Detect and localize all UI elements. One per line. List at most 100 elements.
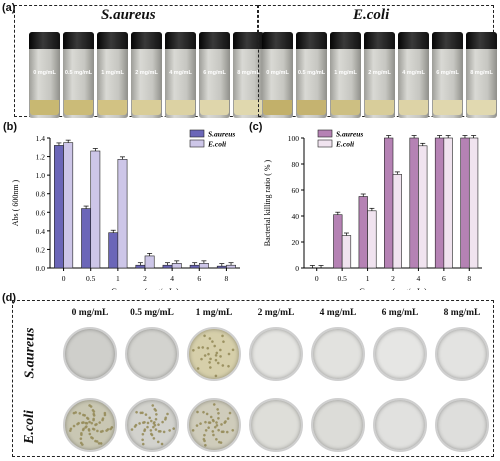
aureus-vial: 0 mg/mL: [29, 32, 60, 118]
vial-concentration-label: 6 mg/mL: [436, 70, 459, 76]
vial-concentration-label: 0 mg/mL: [33, 70, 56, 76]
vial-liquid: [331, 100, 360, 115]
killing-ratio-bar-chart: 0 20 40 60 80 100 0 0.5 1 2 4 6 8 Bacterial killing r…: [263, 130, 482, 290]
coli-vial: 0 mg/mL: [262, 32, 293, 118]
panel-b-label: (b): [3, 121, 18, 133]
y-tick-label: 100: [288, 134, 300, 143]
y-tick-label: 60: [292, 186, 300, 195]
plate-concentration-label: 4 mg/mL: [319, 308, 357, 318]
y-axis-label: Abs ( 600nm ): [11, 179, 20, 226]
vial-liquid: [467, 100, 496, 115]
coli-vial: 0.5 mg/mL: [296, 32, 327, 118]
coli-vial: 4 mg/mL: [398, 32, 429, 118]
x-tick-label: 6: [197, 274, 201, 283]
bar-aureus: [54, 145, 64, 269]
x-tick-label: 4: [417, 274, 421, 283]
vial-cap: [165, 32, 196, 49]
aureus-vial-group: S.aureus 0 mg/mL 0.5 mg/mL 1 mg/mL 2 mg/mL 4…: [14, 5, 264, 118]
plate-concentration-label: 1 mg/mL: [195, 308, 233, 318]
bar-coli: [171, 263, 182, 269]
vial-concentration-label: 4 mg/mL: [402, 70, 425, 76]
plate-concentration-label: 0 mg/mL: [71, 308, 109, 318]
coli-vial: 8 mg/mL: [466, 32, 497, 118]
absorbance-bar-chart: 0.0 0.2 0.4 0.6 0.8 1.0 1.2 1.4 0 0.5 1 2 4 6 8 Abs ( 6…: [11, 130, 240, 290]
vial-liquid: [166, 100, 195, 115]
vial-concentration-label: 2 mg/mL: [368, 70, 391, 76]
bar-coli: [418, 145, 428, 269]
y-tick-label: 0.0: [36, 264, 46, 273]
x-tick-label: 0.5: [337, 274, 347, 283]
bar-coli: [144, 255, 155, 269]
vial-concentration-label: 6 mg/mL: [203, 70, 226, 76]
legend-label: S.aureus: [208, 130, 235, 139]
bar-aureus: [189, 264, 200, 269]
y-tick-label: 80: [292, 160, 300, 169]
x-tick-label: 0: [62, 274, 66, 283]
vial-cap: [364, 32, 395, 49]
y-tick-label: 1.0: [36, 171, 46, 180]
coli-agar-plate: [373, 398, 427, 452]
bar-aureus: [434, 137, 445, 269]
vial-cap: [262, 32, 293, 49]
aureus-vial: 4 mg/mL: [165, 32, 196, 118]
x-tick-label: 2: [391, 274, 395, 283]
bar-coli: [90, 150, 101, 269]
plate-row-label-coli: E.coli: [21, 410, 37, 444]
x-tick-label: 6: [442, 274, 446, 283]
coli-vial: 6 mg/mL: [432, 32, 463, 118]
vial-liquid: [30, 100, 59, 115]
vial-cap: [296, 32, 327, 49]
vial-liquid: [98, 100, 127, 115]
bar-aureus: [216, 265, 227, 269]
plate-row-label-aureus: S.aureus: [22, 327, 38, 379]
y-tick-label: 0.6: [36, 208, 46, 217]
vial-concentration-label: 8 mg/mL: [237, 70, 260, 76]
y-tick-label: 20: [292, 238, 300, 247]
vial-cap: [466, 32, 497, 49]
vial-liquid: [132, 100, 161, 115]
panel-c-label: (c): [249, 121, 263, 133]
coli-agar-plate: [311, 398, 365, 452]
aureus-vial: 1 mg/mL: [97, 32, 128, 118]
vial-liquid: [263, 100, 292, 115]
aureus-agar-plate: [373, 327, 427, 381]
coli-vial: 1 mg/mL: [330, 32, 361, 118]
vial-liquid: [365, 100, 394, 115]
bar-aureus: [384, 137, 394, 269]
bar-aureus: [333, 214, 343, 269]
vial-concentration-label: 1 mg/mL: [334, 70, 357, 76]
aureus-agar-plate: [187, 327, 241, 381]
plate-concentration-label: 2 mg/mL: [257, 308, 295, 318]
vial-cap: [199, 32, 230, 49]
vial-concentration-label: 1 mg/mL: [101, 70, 124, 76]
bar-coli: [341, 235, 352, 269]
legend-label: S.aureus: [336, 130, 363, 139]
vial-cap: [330, 32, 361, 49]
legend-swatch: [317, 139, 333, 148]
aureus-agar-plate: [63, 327, 117, 381]
bar-coli: [443, 137, 453, 269]
x-axis-label: CZIF-8@CC ( mg/mL ): [359, 286, 427, 290]
bar-coli: [367, 210, 377, 269]
y-axis-label: Bacterial killing ratio ( % ): [263, 159, 272, 246]
legend-label: E.coli: [335, 140, 355, 149]
aureus-agar-plate: [311, 327, 365, 381]
vial-cap: [63, 32, 94, 49]
coli-agar-plate: [435, 398, 489, 452]
bar-aureus: [460, 137, 470, 269]
vial-cap: [233, 32, 264, 49]
vial-cap: [398, 32, 429, 49]
aureus-vial: 0.5 mg/mL: [63, 32, 94, 118]
coli-agar-plate: [125, 398, 179, 452]
x-tick-label: 1: [116, 274, 120, 283]
vial-concentration-label: 0.5 mg/mL: [297, 70, 326, 76]
vial-liquid: [297, 100, 326, 115]
coli-vial-group: E.coli 0 mg/mL 0.5 mg/mL 1 mg/mL 2 mg/mL 4 m…: [258, 5, 497, 118]
bar-aureus: [81, 208, 92, 269]
vial-concentration-label: 2 mg/mL: [135, 70, 158, 76]
bar-coli: [198, 263, 209, 269]
x-tick-label: 0.5: [86, 274, 96, 283]
bar-aureus: [409, 137, 419, 269]
x-tick-label: 8: [225, 274, 229, 283]
x-tick-label: 8: [467, 274, 471, 283]
